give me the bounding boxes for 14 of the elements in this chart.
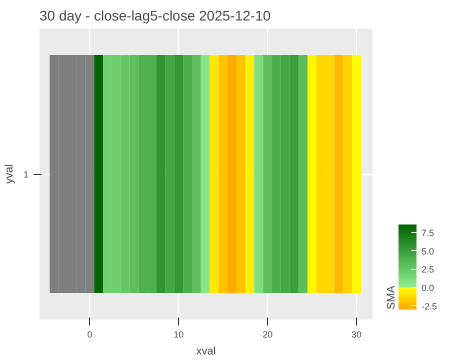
y-axis-title: yval: [3, 164, 16, 184]
color-bar-label: 0.0: [422, 283, 434, 294]
color-bar-label: 7.5: [422, 228, 434, 238]
x-tick-label: 20: [262, 330, 273, 340]
color-bar-label: -2.5: [422, 301, 438, 312]
x-tick-label: 0: [87, 330, 92, 340]
color-bar-label: 5.0: [422, 246, 434, 256]
color-bar-title: SMA: [386, 285, 398, 310]
y-tick-label: 1: [23, 170, 29, 180]
chart-title: 30 day - close-lag5-close 2025-12-10: [40, 8, 271, 24]
x-tick-label: 30: [351, 330, 362, 340]
x-tick-label: 10: [174, 330, 184, 340]
color-bar-label: 2.5: [422, 264, 434, 275]
x-axis-title: xval: [196, 346, 216, 358]
